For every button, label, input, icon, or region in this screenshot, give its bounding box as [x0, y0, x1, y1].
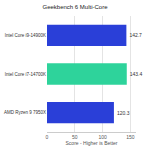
svg-text:120.3: 120.3: [117, 110, 130, 116]
svg-text:150: 150: [126, 134, 135, 140]
svg-text:0: 0: [46, 134, 49, 140]
svg-text:142.7: 142.7: [129, 32, 142, 38]
svg-text:Geekbench 6 Multi-Core: Geekbench 6 Multi-Core: [42, 4, 108, 10]
svg-text:AMD Ryzen 9 7950X: AMD Ryzen 9 7950X: [4, 110, 46, 115]
svg-text:Score - Higher is Better: Score - Higher is Better: [66, 140, 118, 146]
svg-text:50: 50: [72, 134, 78, 140]
svg-text:Intel Core i9-14900K: Intel Core i9-14900K: [5, 33, 46, 38]
svg-text:143.4: 143.4: [130, 71, 143, 77]
svg-text:Intel Core i7-14700K: Intel Core i7-14700K: [5, 72, 46, 77]
svg-text:100: 100: [98, 134, 107, 140]
